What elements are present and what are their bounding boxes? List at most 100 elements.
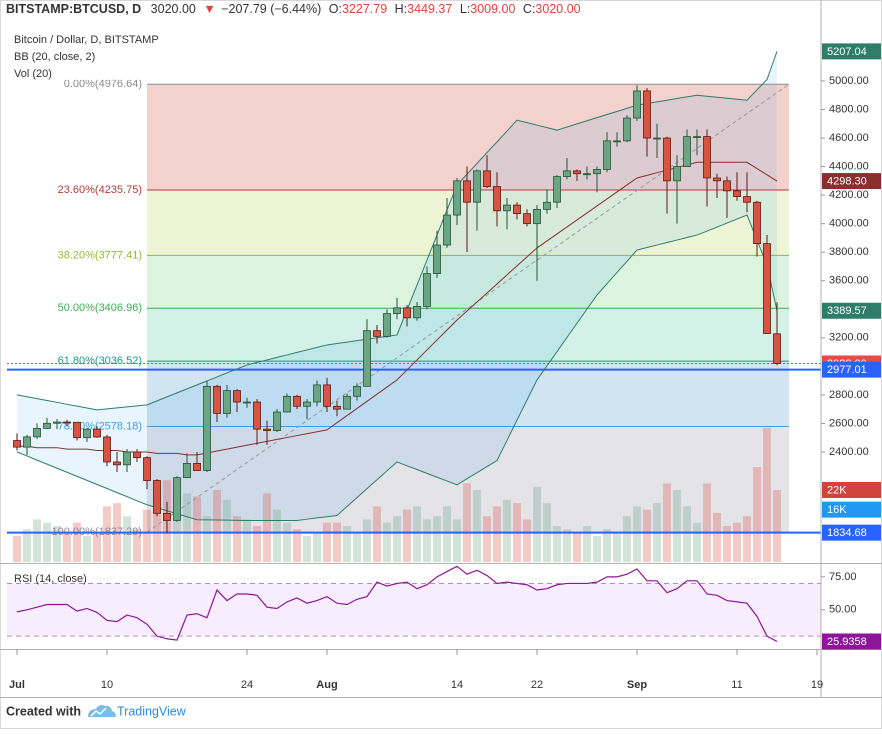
x-tick-label: 14 (451, 679, 463, 691)
ohlc-value: 3227.79 (342, 2, 387, 16)
y-tick-label: 2600.00 (829, 417, 869, 429)
candle-body (83, 428, 91, 439)
price-tag (822, 482, 881, 498)
candle-body (113, 461, 121, 466)
rsi-band (7, 583, 821, 637)
volume-bar (283, 522, 291, 562)
fib-zone (147, 84, 789, 191)
y-tick-label: 2800.00 (829, 389, 869, 401)
y-tick-label: 5000.00 (829, 75, 869, 87)
candle-body (143, 457, 151, 481)
price-tag-label: 1834.68 (827, 527, 867, 539)
footer-text: Created with (6, 704, 81, 718)
x-tick-label: Sep (627, 679, 647, 691)
volume-bar (213, 490, 221, 562)
candle-body (213, 385, 221, 414)
price-tag (822, 524, 881, 541)
volume-bar (583, 526, 591, 562)
candle-body (473, 170, 481, 203)
candle-body (243, 401, 251, 404)
volume-bar (433, 516, 441, 562)
volume-bar (713, 512, 721, 562)
x-tick-label: 22 (531, 679, 543, 691)
volume-bar (563, 529, 571, 562)
candle-body (353, 385, 361, 397)
volume-bar (313, 532, 321, 562)
volume-bar (503, 499, 511, 562)
change-arrow: ▼ (203, 2, 215, 16)
volume-bar (493, 506, 501, 562)
candle-body (283, 395, 291, 413)
candle-body (633, 90, 641, 119)
volume-bar (63, 532, 71, 562)
ohlc-value: 3449.37 (407, 2, 452, 16)
volume-bar (723, 526, 731, 562)
volume-bar (103, 506, 111, 562)
volume-bar (683, 506, 691, 562)
volume-bar (663, 483, 671, 562)
volume-bar (363, 519, 371, 562)
candle-body (423, 273, 431, 307)
price-tag (822, 302, 881, 319)
volume-bar (623, 516, 631, 562)
legend-bg (9, 30, 195, 80)
candle-body (753, 201, 761, 245)
volume-bar (593, 535, 601, 562)
candle-body (263, 428, 271, 431)
candle-body (513, 204, 521, 215)
candle-body (383, 313, 391, 337)
x-tick-label: Aug (316, 679, 337, 691)
candle-body (13, 440, 21, 448)
candle-body (203, 385, 211, 471)
candle-body (223, 390, 231, 414)
change: −207.79 (−6.44%) (221, 2, 321, 16)
candle-body (763, 243, 771, 334)
candle-body (343, 395, 351, 410)
volume-bar (123, 516, 131, 562)
candle-body (713, 177, 721, 182)
axis-layer: 75.00 50.00 2400.00 2600.00 2800.00 3200.00 36… (0, 0, 882, 698)
candle-body (33, 428, 41, 438)
candle-body (733, 190, 741, 197)
legend-entry: BB (20, close, 2) (14, 51, 95, 63)
candle-body (293, 395, 301, 407)
candle-body (463, 180, 471, 203)
ohlc-key: C: (523, 2, 536, 16)
candle-body (363, 330, 371, 387)
volume-bar (753, 467, 761, 562)
candle-body (663, 137, 671, 182)
volume-bar (633, 506, 641, 562)
price-tag-label: 25.9358 (827, 636, 867, 648)
volume-bar (233, 516, 241, 562)
x-tick-label: 10 (101, 679, 113, 691)
candle-body (233, 390, 241, 403)
candle-body (133, 451, 141, 459)
candle-body (683, 136, 691, 167)
volume-bar (203, 516, 211, 562)
candle-body (23, 436, 31, 448)
candle-body (653, 137, 661, 140)
price-tag (822, 501, 881, 518)
front-layer (13, 85, 781, 643)
candle-body (163, 512, 171, 521)
rsi-tick-label: 75.00 (829, 571, 857, 583)
volume-bar (463, 483, 471, 562)
volume-bar (83, 535, 91, 562)
volume-bar (353, 532, 361, 562)
rsi-title: RSI (14, close) (14, 573, 87, 585)
volume-bar (173, 490, 181, 562)
volume-bar (93, 532, 101, 562)
volume-bar (333, 522, 341, 562)
footer-brand: TradingView (117, 704, 187, 718)
volume-bar (413, 506, 421, 562)
candle-body (63, 421, 71, 424)
volume-bar (643, 509, 651, 562)
volume-bar (603, 529, 611, 562)
legend-entry: Bitcoin / Dollar, D, BITSTAMP (14, 34, 159, 46)
volume-bar (133, 529, 141, 562)
volume-bar (533, 486, 541, 562)
logo-stroke (90, 707, 107, 717)
volume-bar (673, 490, 681, 562)
volume-bar (763, 427, 771, 562)
